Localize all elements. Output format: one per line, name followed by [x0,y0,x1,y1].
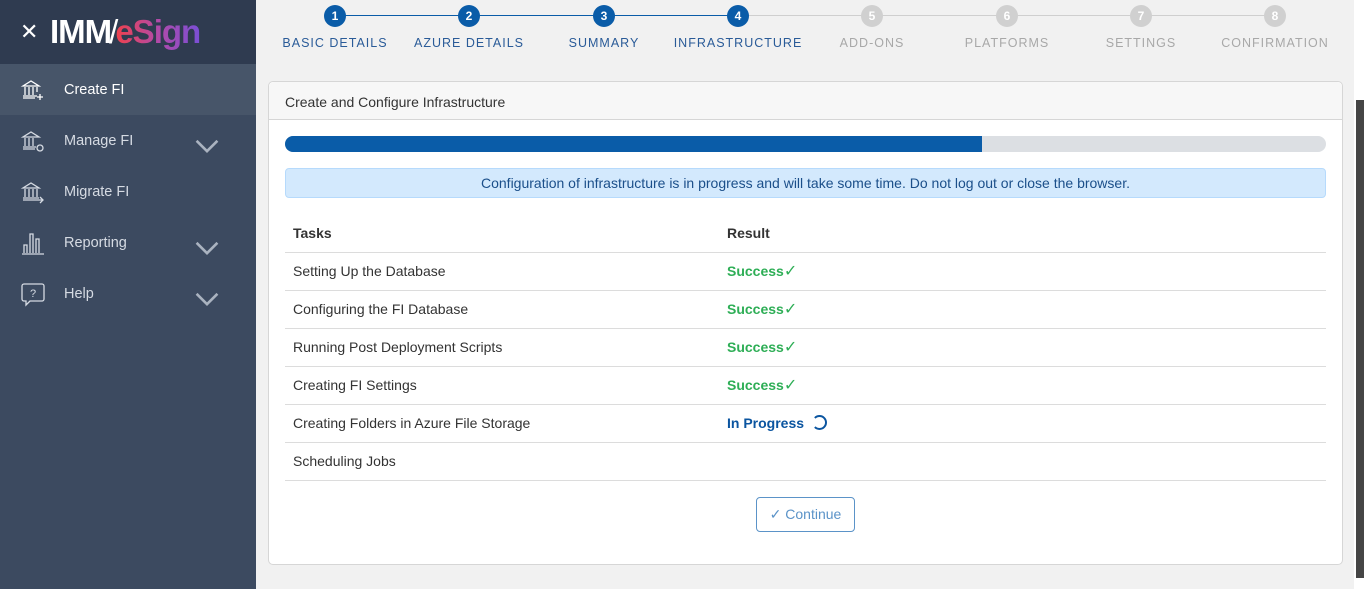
stepper: 1 BASIC DETAILS 2 AZURE DETAILS 3 SUMMARY 4 INF… [256,0,1354,70]
sidebar-item-label: Migrate FI [64,183,130,200]
table-row: Running Post Deployment Scripts Success✓ [285,328,1326,367]
table-row: Creating Folders in Azure File Storage In… [285,404,1326,443]
progress-bar [285,136,1326,152]
stepper-connector [872,15,1007,16]
step-number: 3 [593,5,615,27]
stepper-connector [1141,15,1275,16]
info-alert: Configuration of infrastructure is in pr… [285,168,1326,198]
table-row: Configuring the FI Database Success✓ [285,290,1326,329]
logo: IMM / eSign [50,13,201,50]
bar-chart-icon [22,232,44,255]
task-result: In Progress [719,404,1326,443]
column-header-tasks: Tasks [285,215,719,253]
main-content: 1 BASIC DETAILS 2 AZURE DETAILS 3 SUMMARY 4 INF… [256,0,1354,589]
sidebar-item-reporting[interactable]: Reporting [0,217,256,268]
task-name: Creating Folders in Azure File Storage [285,404,719,443]
step-label: AZURE DETAILS [413,36,524,50]
help-bubble-icon: ? [21,282,45,307]
task-name: Scheduling Jobs [285,442,719,481]
step-add-ons: 5 ADD-ONS [802,5,942,50]
check-icon: ✓ [783,377,798,394]
column-header-result: Result [719,215,1326,253]
sidebar-item-label: Help [64,285,94,302]
stepper-connector [738,15,872,16]
step-label: INFRASTRUCTURE [673,36,803,50]
sidebar-item-migrate-fi[interactable]: Migrate FI [0,166,256,217]
step-infrastructure[interactable]: 4 INFRASTRUCTURE [668,5,808,50]
step-basic-details[interactable]: 1 BASIC DETAILS [265,5,405,50]
check-icon: ✓ [783,301,798,318]
task-name: Configuring the FI Database [285,290,719,329]
chevron-down-icon[interactable] [194,286,220,312]
scrollbar[interactable] [1354,0,1366,589]
step-number: 8 [1264,5,1286,27]
step-label: SUMMARY [568,36,640,50]
task-name: Setting Up the Database [285,252,719,291]
bank-gear-icon [20,130,44,152]
continue-button[interactable]: ✓ Continue [756,497,855,532]
step-label: BASIC DETAILS [282,36,388,50]
tasks-table: Tasks Result Setting Up the Database Succ… [285,215,1326,481]
task-result: Success✓ [719,366,1326,405]
step-label: CONFIRMATION [1221,36,1329,50]
step-number: 6 [996,5,1018,27]
stepper-connector [335,15,469,16]
check-icon: ✓ [783,339,798,356]
chevron-down-icon[interactable] [194,133,220,159]
status-success: Success✓ [727,301,798,318]
step-label: ADD-ONS [839,36,905,50]
step-azure-details[interactable]: 2 AZURE DETAILS [399,5,539,50]
task-name: Running Post Deployment Scripts [285,328,719,367]
task-result: Success✓ [719,328,1326,367]
sidebar-item-create-fi[interactable]: Create FI [0,64,256,115]
step-platforms: 6 PLATFORMS [937,5,1077,50]
sidebar-item-label: Reporting [64,234,127,251]
step-number: 7 [1130,5,1152,27]
stepper-connector [1007,15,1141,16]
continue-label: Continue [785,506,842,522]
bank-plus-icon [20,79,43,100]
task-result: Success✓ [719,252,1326,291]
step-summary[interactable]: 3 SUMMARY [534,5,674,50]
task-result [719,442,1326,481]
sidebar: ✕ IMM / eSign Create FI Manage FI Migrate FI… [0,0,256,589]
status-success: Success✓ [727,377,798,394]
step-number: 1 [324,5,346,27]
status-in-progress: In Progress [727,415,828,431]
bank-arrow-icon [20,181,44,203]
sidebar-item-label: Create FI [64,81,125,98]
step-confirmation: 8 CONFIRMATION [1205,5,1345,50]
table-row: Creating FI Settings Success✓ [285,366,1326,405]
status-success: Success✓ [727,263,798,280]
step-number: 5 [861,5,883,27]
card-title: Create and Configure Infrastructure [269,82,1342,120]
progress-fill [285,136,983,152]
infrastructure-card: Create and Configure Infrastructure Conf… [268,81,1343,565]
brand-header: ✕ IMM / eSign [0,0,256,64]
sidebar-item-label: Manage FI [64,132,134,149]
table-row: Scheduling Jobs [285,442,1326,481]
stepper-connector [469,15,604,16]
svg-text:?: ? [30,288,36,300]
table-row: Setting Up the Database Success✓ [285,252,1326,291]
step-number: 2 [458,5,480,27]
step-label: SETTINGS [1105,36,1177,50]
sidebar-item-help[interactable]: ? Help [0,268,256,319]
task-result: Success✓ [719,290,1326,329]
close-icon[interactable]: ✕ [20,19,39,44]
spinner-icon [812,415,828,430]
sidebar-item-manage-fi[interactable]: Manage FI [0,115,256,166]
status-success: Success✓ [727,339,798,356]
check-icon: ✓ [783,263,798,280]
step-settings: 7 SETTINGS [1071,5,1211,50]
task-name: Creating FI Settings [285,366,719,405]
step-number: 4 [727,5,749,27]
step-label: PLATFORMS [964,36,1050,50]
stepper-connector [604,15,738,16]
scrollbar-thumb[interactable] [1356,100,1364,578]
chevron-down-icon[interactable] [194,235,220,261]
check-icon: ✓ [769,506,782,522]
